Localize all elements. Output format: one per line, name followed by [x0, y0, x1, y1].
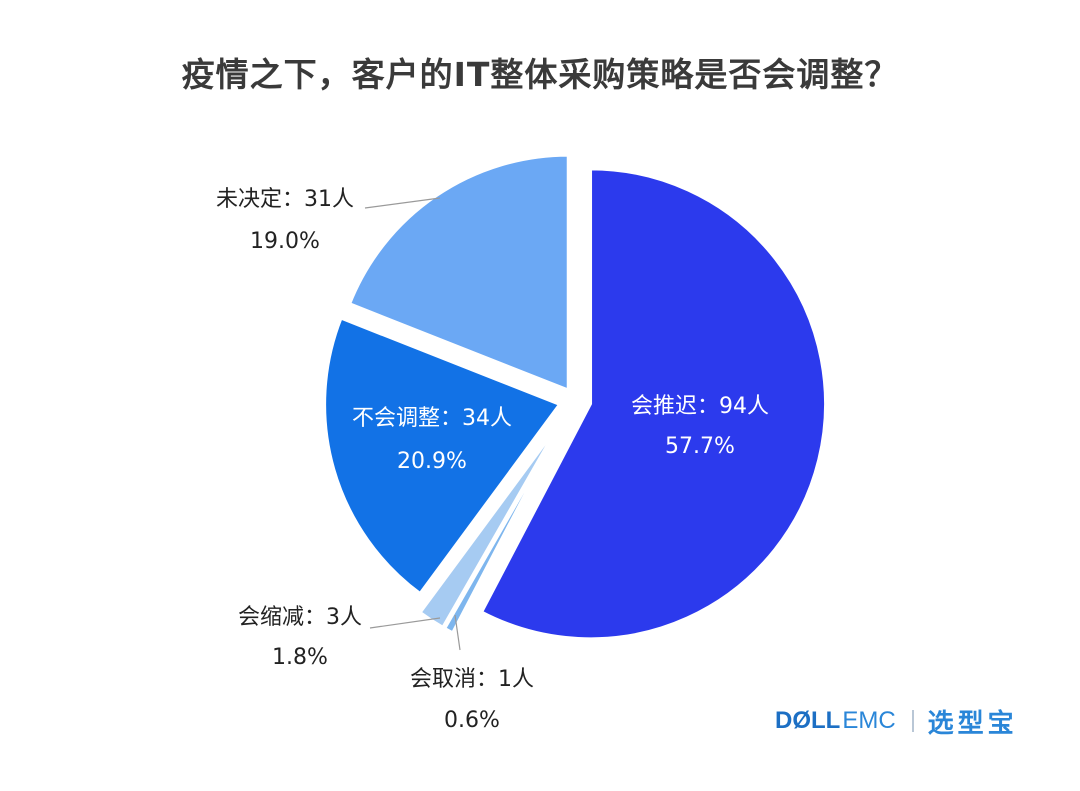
- dell-logo: DØLL: [775, 707, 841, 734]
- slice-percent-3: 1.8%: [272, 645, 328, 670]
- partner-logo: 选型宝: [927, 708, 1018, 739]
- brand-divider: [911, 710, 914, 732]
- pie-slice-2: [442, 423, 563, 635]
- leader-line-2: [454, 614, 461, 651]
- pie-slice-3: [418, 422, 561, 630]
- slice-label-2: 会取消：1人: [410, 667, 534, 692]
- slice-label-5: 未决定：31人: [216, 187, 354, 212]
- pie-slice-4: [323, 316, 562, 596]
- emc-logo: EMC: [842, 707, 896, 734]
- slice-percent-1: 57.7%: [665, 434, 735, 459]
- slice-label-1: 会推迟：94人: [631, 394, 769, 419]
- slice-label-3: 会缩减：3人: [238, 605, 362, 630]
- brand-logo: DØLL EMC 选型宝: [775, 703, 1018, 739]
- pie-slice-5: [347, 153, 570, 393]
- slice-label-4: 不会调整：34人: [352, 406, 512, 431]
- leader-line-5: [364, 197, 441, 209]
- pie-slice-1: [479, 167, 828, 641]
- leader-line-3: [369, 617, 441, 629]
- slice-percent-5: 19.0%: [250, 229, 320, 254]
- slice-percent-4: 20.9%: [397, 449, 467, 474]
- slice-percent-2: 0.6%: [444, 708, 500, 733]
- chart-title: 疫情之下，客户的IT整体采购策略是否会调整？: [181, 55, 899, 94]
